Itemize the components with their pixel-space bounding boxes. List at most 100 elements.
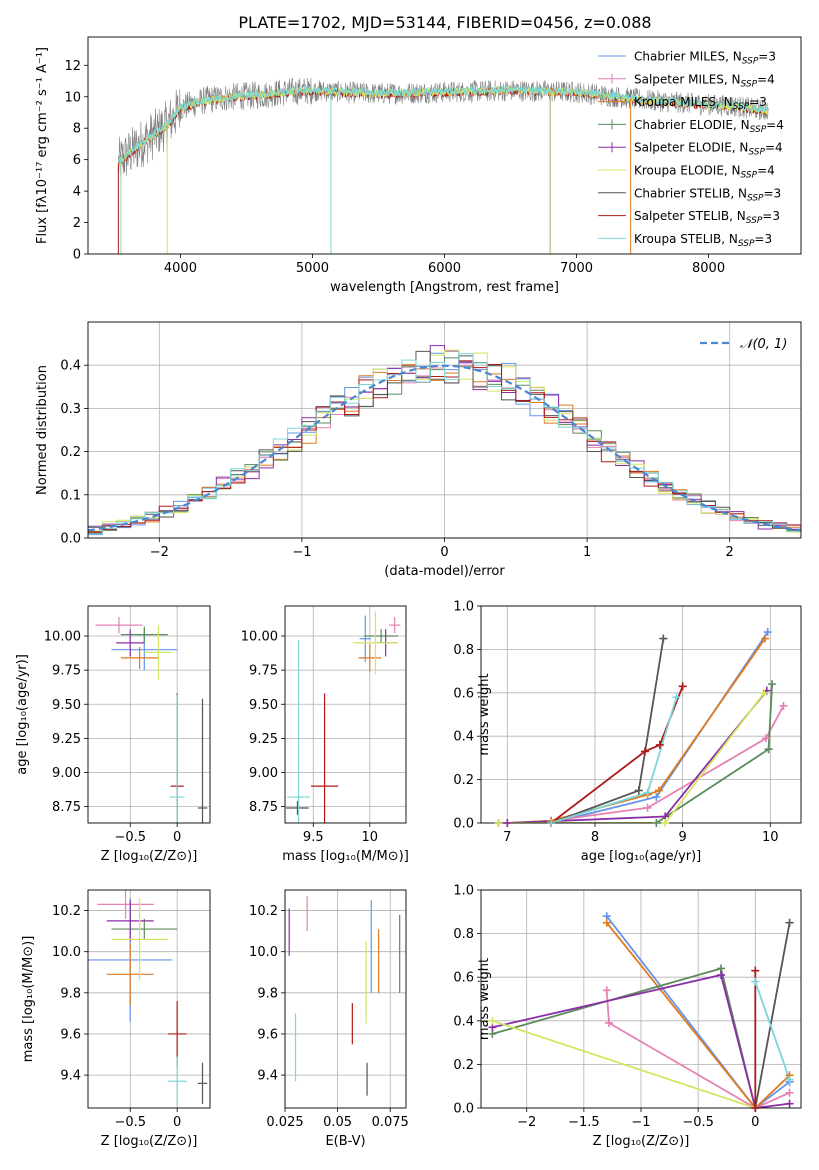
y-axis-label: age [log₁₀(age/yr)]: [15, 654, 30, 775]
axes-frame: [87, 36, 802, 255]
x-tick-label: −0.5: [682, 1115, 714, 1130]
weight-marker-salpeter_miles: [761, 734, 770, 743]
x-tick-label: 10: [762, 830, 779, 845]
y-tick-label: 0.2: [453, 773, 474, 788]
y-tick-label: 4: [73, 185, 81, 200]
y-tick-label: 0.4: [60, 359, 81, 374]
weight-marker-salpeter_elodie: [503, 819, 512, 827]
legend-label-tail: =3: [764, 186, 782, 200]
y-tick-label: 9.6: [257, 1027, 278, 1042]
y-tick-label: 0.2: [60, 445, 81, 460]
x-tick-label: 0.025: [266, 1115, 303, 1130]
x-axis-label: Z [log₁₀(Z/Z⊙)]: [593, 1134, 690, 1149]
x-tick-label: −2: [150, 545, 169, 560]
legend-label-sub: SSP: [750, 125, 767, 135]
chart-spectrum: 4000 5000 6000 7000 8000 0 2 4 6 8 10 12 wavelength …: [35, 36, 802, 295]
x-axis-label: E(B-V): [325, 1134, 365, 1149]
legend-label: Salpeter ELODIE, NSSP=4: [634, 141, 783, 158]
legend-label-text: Chabrier MILES, N: [634, 50, 742, 64]
chart-residuals: −2 −1 0 1 2 0.0 0.1 0.2 0.3 0.4 (data-model)/error…: [35, 321, 802, 579]
y-tick-label: 9.00: [249, 766, 278, 781]
y-tick-label: 0.0: [453, 1102, 474, 1117]
x-tick-label: 8000: [692, 261, 725, 276]
legend-label-text: Kroupa STELIB, N: [634, 232, 738, 246]
x-tick-label: −0.5: [114, 830, 146, 845]
weight-marker-chabrier_stelib: [634, 786, 643, 795]
y-axis-label: mass weight: [477, 673, 492, 755]
weight-marker-salpeter_miles: [602, 986, 611, 995]
legend-label: Kroupa STELIB, NSSP=3: [634, 232, 772, 249]
weight-marker-kroupa_elodie: [661, 819, 670, 827]
y-tick-label: 8.75: [52, 800, 81, 815]
plot-area-mass_vs_EBV: [288, 896, 401, 1096]
y-tick-label: 9.50: [249, 698, 278, 713]
axes-frame: [87, 605, 211, 824]
x-tick-label: 9.5: [303, 830, 324, 845]
weight-marker-kroupa_stelib: [643, 788, 652, 797]
legend-label: Salpeter MILES, NSSP=4: [634, 72, 775, 89]
legend-label-tail: =3: [762, 209, 780, 223]
legend-label-sub: SSP: [746, 216, 763, 226]
x-tick-label: 6000: [428, 261, 461, 276]
y-axis-label: mass weight: [477, 958, 492, 1040]
y-tick-label: 0.0: [60, 532, 81, 547]
y-tick-label: 10.00: [44, 630, 81, 645]
legend-label-tail: =3: [754, 232, 772, 246]
spectrum-data-line: [118, 77, 769, 178]
legend-label-text: Kroupa ELODIE, N: [634, 164, 741, 178]
legend-label-text: Kroupa MILES, N: [634, 95, 733, 109]
plot-area-residuals: [88, 345, 801, 538]
y-tick-label: 0.3: [60, 402, 81, 417]
y-tick-label: 9.6: [60, 1027, 81, 1042]
y-axis-label: Flux [fλ10⁻¹⁷ erg cm⁻² s⁻¹ A⁻¹]: [35, 47, 50, 244]
legend-label-sub: SSP: [747, 193, 764, 203]
axes-frame: [480, 605, 802, 824]
plot-area-weight_vs_Z: [492, 915, 791, 1108]
y-tick-label: 9.8: [60, 986, 81, 1001]
x-tick-label: 0.075: [372, 1115, 409, 1130]
weight-marker-kroupa_elodie: [488, 1016, 497, 1025]
legend-label-tail: =3: [758, 50, 776, 64]
weight-marker-salpeter_stelib: [640, 747, 649, 756]
x-tick-label: 8: [591, 830, 599, 845]
weight-marker-salpeter_miles: [779, 701, 788, 710]
plot-area-weight_vs_age: [498, 631, 785, 823]
legend-label: Salpeter STELIB, NSSP=3: [634, 209, 780, 226]
weight-marker-kroupa_stelib: [785, 1075, 794, 1084]
x-tick-label: 5000: [296, 261, 329, 276]
legend-label-sub: SSP: [733, 102, 750, 112]
x-axis-label: (data-model)/error: [384, 564, 505, 579]
chart-weight_vs_Z: −2 −1.5 −1 −0.5 0 0.0 0.2 0.4 0.6 0.8 1.0 Z [log₁₀(…: [453, 884, 802, 1149]
weight-marker-chabrier_elodie: [652, 819, 661, 827]
weight-line-kroupa_elodie: [492, 1019, 756, 1108]
legend-label-sub: SSP: [738, 239, 755, 249]
x-tick-label: 0: [751, 1115, 759, 1130]
legend-label-sub: SSP: [741, 79, 758, 89]
y-tick-label: 10.0: [249, 945, 278, 960]
legend-label: Chabrier MILES, NSSP=3: [634, 50, 776, 67]
weight-line-chabrier_elodie: [498, 684, 773, 823]
weight-marker-chabrier_elodie: [768, 680, 777, 689]
legend-label-sub: SSP: [748, 148, 765, 158]
y-tick-label: 10.00: [241, 630, 278, 645]
weight-marker-kroupa_elodie: [760, 688, 769, 697]
x-tick-label: 10: [362, 830, 379, 845]
chart-weight_vs_age: 7 8 9 10 0.0 0.2 0.4 0.6 0.8 1.0 age [log₁₀(age/yr…: [453, 600, 802, 864]
weight-marker-kroupa_elodie: [494, 819, 503, 827]
y-tick-label: 0.6: [453, 686, 474, 701]
weight-marker-chabrier_stelib: [785, 918, 794, 927]
y-tick-label: 0.4: [453, 1014, 474, 1029]
y-tick-label: 0: [73, 248, 81, 263]
y-tick-label: 8.75: [249, 800, 278, 815]
weight-marker-chabrier_elodie: [764, 745, 773, 754]
x-axis-label: mass [log₁₀(M/M⊙)]: [282, 849, 409, 864]
x-tick-label: −1: [292, 545, 311, 560]
x-tick-label: −1.5: [568, 1115, 600, 1130]
histogram-kroupa_stelib: [88, 353, 801, 538]
weight-line-kroupa_miles: [605, 922, 791, 1108]
legend-label-text: Chabrier ELODIE, N: [634, 118, 750, 132]
weight-marker-salpeter_miles: [605, 1018, 613, 1027]
figure-title: PLATE=1702, MJD=53144, FIBERID=0456, z=0…: [238, 13, 651, 32]
y-tick-label: 9.50: [52, 698, 81, 713]
